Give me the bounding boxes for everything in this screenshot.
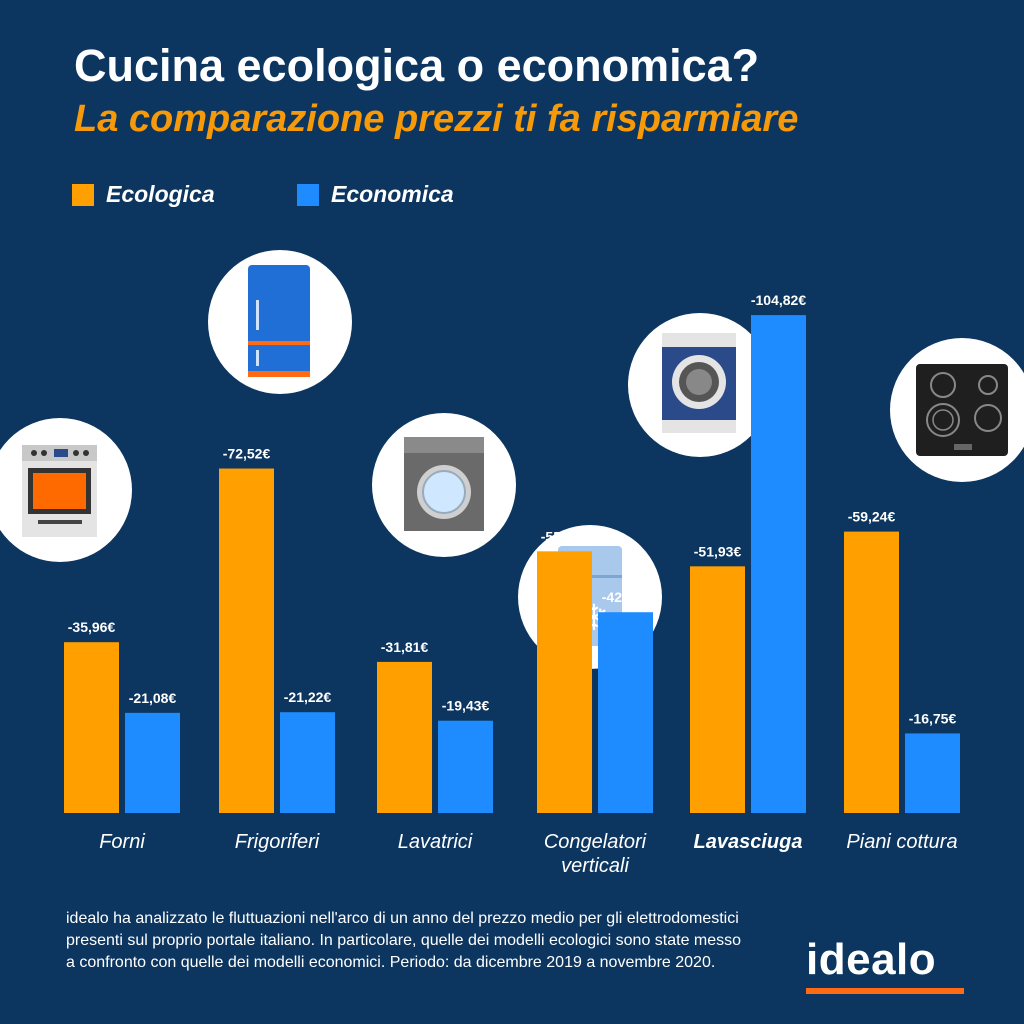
bar-economica-0 (125, 712, 180, 813)
legend-swatch-ecologica (72, 183, 94, 206)
bar-economica-4 (751, 315, 806, 813)
legend-label-ecologica: Ecologica (106, 181, 215, 207)
bar-economica-3 (598, 612, 653, 813)
bar-chart: ❄ -35,96€ -21,08€ Forni -72,52€ -21,22€ Frigo… (0, 250, 1024, 877)
data-label-economica-3: -42,27€ (602, 589, 650, 605)
washer-dryer-icon (628, 313, 772, 457)
data-label-economica-4: -104,82€ (751, 292, 806, 308)
data-label-ecologica-4: -51,93€ (694, 543, 742, 559)
idealo-logo: idealo (806, 938, 964, 994)
logo-text: idealo (806, 935, 937, 984)
bar-economica-1 (280, 712, 335, 813)
oven-icon (0, 418, 132, 562)
legend-item-ecologica: Ecologica (72, 181, 215, 208)
data-label-ecologica-3: -55,09€ (541, 528, 589, 544)
legend-swatch-economica (297, 183, 319, 206)
category-label-1: Frigoriferi (235, 831, 320, 853)
data-label-economica-1: -21,22€ (284, 689, 332, 705)
category-label-5: Piani cottura (846, 831, 957, 853)
bar-ecologica-1 (219, 468, 274, 813)
chart-subtitle: La comparazione prezzi ti fa risparmiare (74, 98, 799, 140)
bar-ecologica-2 (377, 661, 432, 813)
category-label-0: Forni (99, 831, 145, 853)
category-label-2: Lavatrici (398, 831, 473, 853)
bar-ecologica-4 (690, 566, 745, 813)
legend-label-economica: Economica (331, 181, 454, 207)
category-label-3: Congelatori (544, 831, 647, 853)
data-label-ecologica-1: -72,52€ (223, 446, 271, 462)
data-label-economica-2: -19,43€ (442, 698, 490, 714)
washing-machine-icon (372, 413, 516, 557)
bar-group: -35,96€ -21,08€ Forni -72,52€ -21,22€ Frigori… (64, 292, 960, 877)
bar-ecologica-0 (64, 642, 119, 813)
data-label-ecologica-2: -31,81€ (381, 639, 429, 655)
category-label-4: Lavasciuga (694, 831, 803, 853)
cooktop-icon (890, 338, 1024, 482)
data-label-ecologica-0: -35,96€ (68, 619, 116, 635)
logo-underline (806, 988, 964, 994)
legend-item-economica: Economica (297, 181, 454, 208)
data-label-economica-5: -16,75€ (909, 710, 957, 726)
data-label-ecologica-5: -59,24€ (848, 509, 896, 525)
appliance-icons: ❄ (0, 250, 1024, 669)
data-label-economica-0: -21,08€ (129, 690, 177, 706)
category-label-3: verticali (561, 855, 629, 877)
bar-economica-5 (905, 733, 960, 813)
chart-title: Cucina ecologica o economica? (74, 40, 760, 91)
bar-economica-2 (438, 720, 493, 813)
fridge-icon (208, 250, 352, 394)
footnote: idealo ha analizzato le fluttuazioni nel… (66, 910, 742, 971)
bar-ecologica-3 (537, 551, 592, 813)
bar-ecologica-5 (844, 531, 899, 813)
